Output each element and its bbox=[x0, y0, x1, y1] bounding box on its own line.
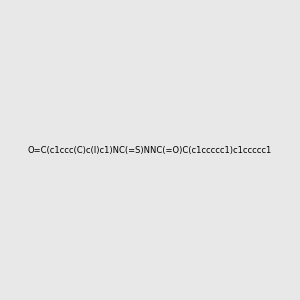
Text: O=C(c1ccc(C)c(I)c1)NC(=S)NNC(=O)C(c1ccccc1)c1ccccc1: O=C(c1ccc(C)c(I)c1)NC(=S)NNC(=O)C(c1cccc… bbox=[28, 146, 272, 154]
